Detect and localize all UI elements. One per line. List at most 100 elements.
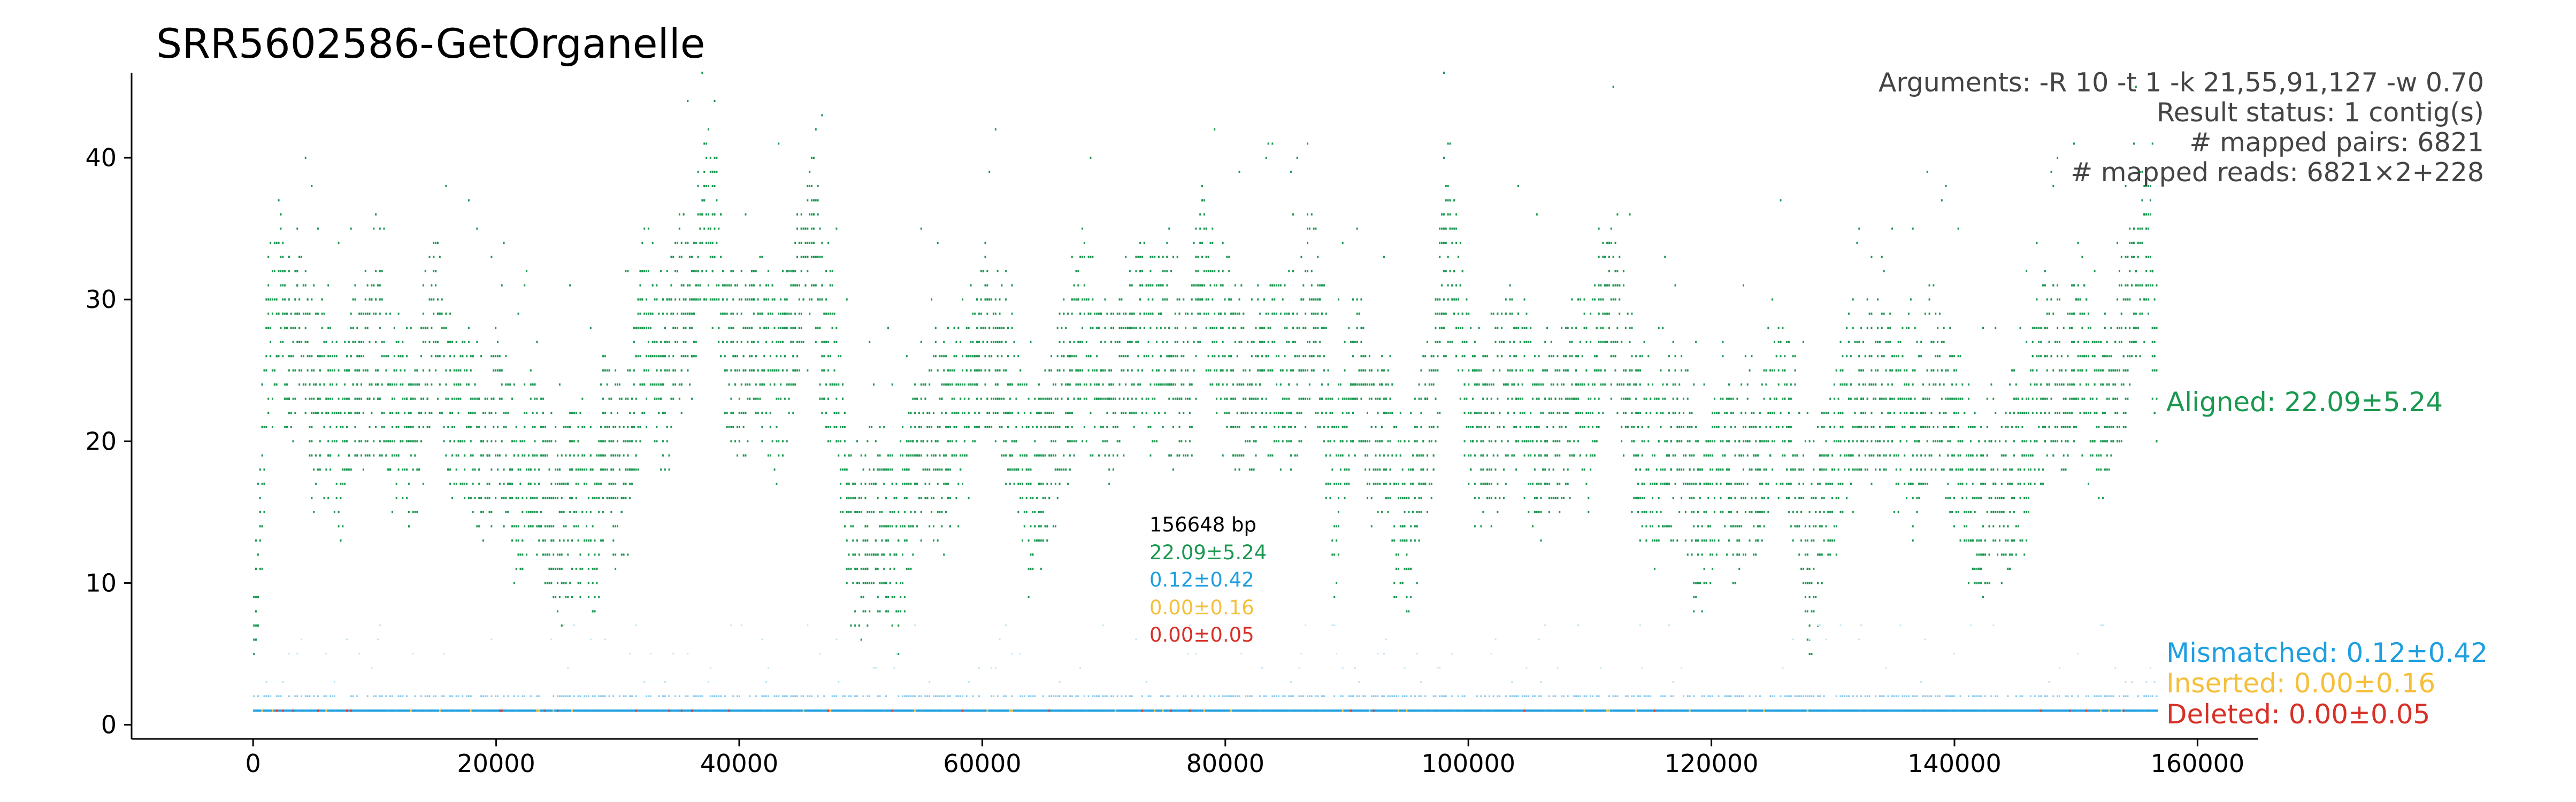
mismatched-point xyxy=(490,638,493,641)
aligned-point xyxy=(885,539,887,542)
aligned-point xyxy=(532,497,534,499)
aligned-point xyxy=(455,369,457,372)
aligned-point xyxy=(726,298,728,301)
aligned-point xyxy=(984,383,986,386)
aligned-point xyxy=(982,327,984,329)
aligned-point xyxy=(1247,412,1249,414)
aligned-point xyxy=(951,397,953,400)
aligned-point xyxy=(776,355,778,358)
aligned-point xyxy=(364,369,366,372)
aligned-point xyxy=(1236,312,1238,315)
aligned-point xyxy=(544,497,546,499)
aligned-point xyxy=(912,454,914,457)
aligned-point xyxy=(1126,355,1129,358)
aligned-point xyxy=(1040,567,1042,570)
aligned-point xyxy=(270,327,272,329)
aligned-point xyxy=(662,298,664,301)
aligned-point xyxy=(1195,355,1197,358)
aligned-point xyxy=(934,454,937,457)
aligned-point xyxy=(610,497,612,499)
mismatched-point xyxy=(1152,709,1154,712)
aligned-point xyxy=(1025,511,1028,513)
aligned-point xyxy=(439,312,441,315)
aligned-point xyxy=(802,341,804,343)
mismatched-point xyxy=(296,652,298,654)
aligned-point xyxy=(594,482,596,485)
mismatched-point xyxy=(664,709,666,712)
aligned-point xyxy=(1187,397,1189,400)
aligned-point xyxy=(817,327,819,329)
aligned-point xyxy=(1022,497,1024,499)
aligned-point xyxy=(449,355,451,358)
mismatched-point xyxy=(474,709,477,712)
aligned-point xyxy=(1040,454,1042,457)
aligned-point xyxy=(821,284,823,287)
aligned-point xyxy=(883,567,885,570)
mismatched-point xyxy=(841,695,844,697)
aligned-point xyxy=(592,468,594,471)
aligned-point xyxy=(366,327,369,329)
aligned-point xyxy=(1180,397,1183,400)
aligned-point xyxy=(1054,454,1056,457)
aligned-point xyxy=(833,341,835,343)
aligned-point xyxy=(313,369,315,372)
mismatched-point xyxy=(414,695,416,697)
mismatched-point xyxy=(695,695,697,697)
aligned-point xyxy=(898,610,900,613)
mismatched-point xyxy=(273,709,276,712)
mismatched-point xyxy=(714,695,716,697)
aligned-point xyxy=(1038,397,1040,400)
aligned-point xyxy=(664,468,666,471)
mismatched-point xyxy=(776,695,778,697)
aligned-point xyxy=(315,412,317,414)
aligned-point xyxy=(856,511,858,513)
aligned-point xyxy=(1001,397,1003,400)
aligned-point xyxy=(769,312,771,315)
aligned-point xyxy=(714,256,716,258)
aligned-point xyxy=(1048,426,1051,428)
aligned-point xyxy=(408,383,410,386)
mismatched-point xyxy=(608,709,611,712)
aligned-point xyxy=(294,312,296,315)
aligned-point xyxy=(747,383,749,386)
aligned-point xyxy=(352,298,354,301)
aligned-point xyxy=(1135,341,1137,343)
mismatched-point xyxy=(453,709,456,712)
aligned-point xyxy=(606,426,608,428)
aligned-point xyxy=(759,397,761,400)
mismatched-point xyxy=(988,709,991,712)
aligned-point xyxy=(472,454,474,457)
aligned-point xyxy=(282,284,284,287)
aligned-point xyxy=(846,539,848,542)
mismatched-point xyxy=(811,709,814,712)
aligned-point xyxy=(1131,341,1133,343)
aligned-point xyxy=(608,482,610,485)
mismatched-point xyxy=(1247,695,1249,697)
aligned-point xyxy=(1073,440,1075,443)
mismatched-point xyxy=(683,709,685,712)
aligned-point xyxy=(879,468,881,471)
aligned-point xyxy=(1191,298,1193,301)
aligned-point xyxy=(949,369,951,372)
aligned-point xyxy=(932,355,934,358)
aligned-point xyxy=(792,355,794,358)
aligned-point xyxy=(825,341,827,343)
aligned-point xyxy=(584,454,586,457)
mismatched-point xyxy=(486,695,488,697)
aligned-point xyxy=(470,397,472,400)
mismatched-point xyxy=(790,709,793,712)
aligned-point xyxy=(841,397,844,400)
aligned-point xyxy=(867,582,869,584)
aligned-point xyxy=(786,383,788,386)
aligned-point xyxy=(854,511,856,513)
aligned-point xyxy=(1174,369,1176,372)
mismatched-point xyxy=(765,681,768,683)
aligned-point xyxy=(1276,383,1278,386)
aligned-point xyxy=(1152,397,1154,400)
aligned-point xyxy=(778,397,780,400)
aligned-point xyxy=(515,426,517,428)
aligned-point xyxy=(1139,298,1141,301)
aligned-point xyxy=(1220,397,1222,400)
aligned-point xyxy=(1269,412,1271,414)
aligned-point xyxy=(581,511,584,513)
